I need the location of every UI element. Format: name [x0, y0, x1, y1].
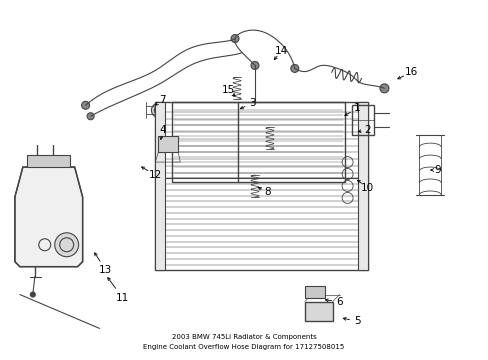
Text: 2003 BMW 745Li Radiator & Components: 2003 BMW 745Li Radiator & Components: [171, 334, 316, 341]
Text: 16: 16: [404, 67, 417, 77]
Text: 15: 15: [221, 85, 234, 95]
Bar: [155, 102, 165, 270]
Text: Engine Coolant Overflow Hose Diagram for 17127508015: Engine Coolant Overflow Hose Diagram for…: [143, 345, 344, 350]
Bar: [304, 302, 332, 321]
Circle shape: [87, 113, 94, 120]
Text: 11: 11: [116, 293, 129, 302]
Text: 9: 9: [433, 165, 440, 175]
Text: 1: 1: [353, 103, 360, 113]
Text: 3: 3: [248, 98, 255, 108]
Circle shape: [151, 103, 165, 117]
Circle shape: [81, 101, 89, 109]
Text: 10: 10: [360, 183, 373, 193]
Text: 5: 5: [353, 316, 360, 327]
Circle shape: [55, 233, 79, 257]
Circle shape: [230, 35, 239, 42]
Bar: [357, 102, 367, 270]
Text: 2: 2: [364, 125, 370, 135]
Circle shape: [30, 292, 35, 297]
Bar: [158, 136, 178, 152]
Text: 6: 6: [336, 297, 342, 306]
Circle shape: [379, 84, 388, 93]
Bar: [27, 155, 69, 167]
Circle shape: [250, 62, 259, 69]
Circle shape: [290, 64, 298, 72]
Text: 8: 8: [264, 187, 271, 197]
Text: 12: 12: [148, 170, 162, 180]
Bar: [172, 102, 344, 182]
Text: 13: 13: [99, 265, 112, 275]
Polygon shape: [15, 167, 82, 267]
Bar: [304, 285, 324, 298]
Text: 4: 4: [159, 125, 165, 135]
Text: 7: 7: [159, 95, 165, 105]
Bar: [351, 105, 373, 135]
Text: 14: 14: [275, 45, 288, 55]
Bar: [155, 102, 367, 270]
